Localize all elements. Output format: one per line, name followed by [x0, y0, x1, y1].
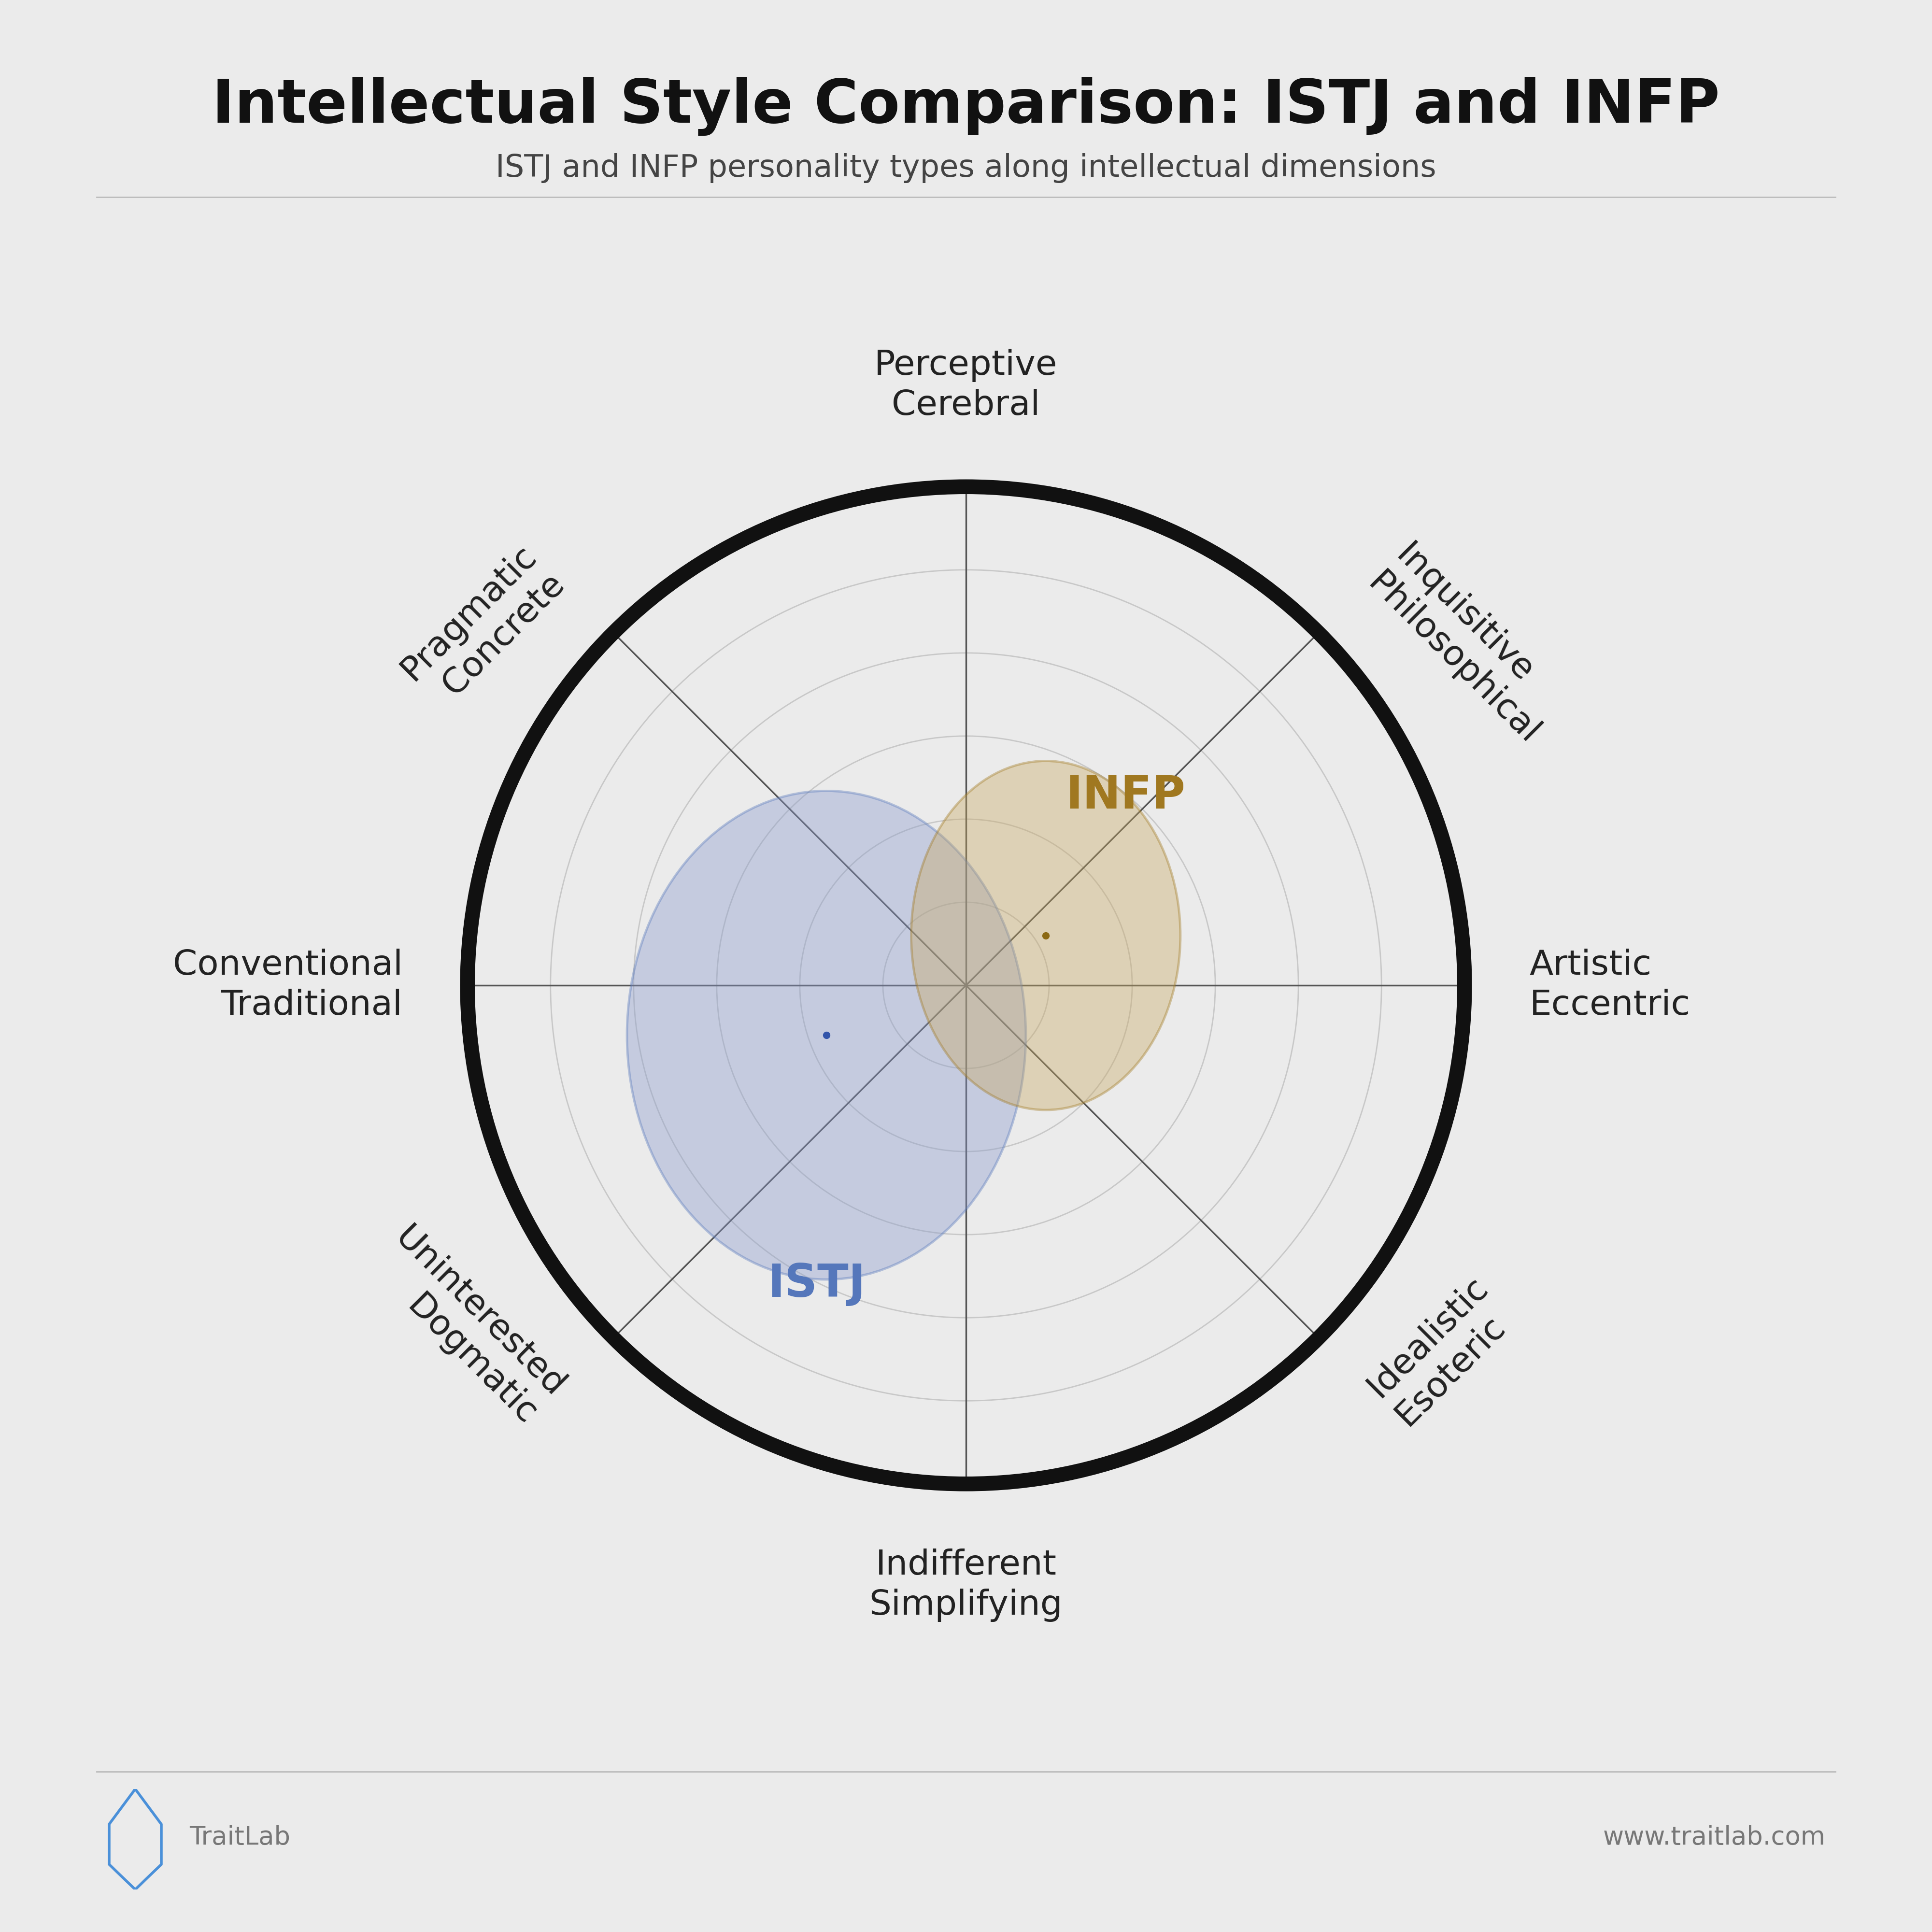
- Text: Uninterested
Dogmatic: Uninterested Dogmatic: [359, 1221, 572, 1432]
- Text: INFP: INFP: [1066, 773, 1186, 817]
- Text: Idealistic
Esoteric: Idealistic Esoteric: [1360, 1271, 1522, 1432]
- Text: Inquisitive
Philosophical: Inquisitive Philosophical: [1360, 539, 1573, 752]
- Text: Artistic
Eccentric: Artistic Eccentric: [1530, 949, 1690, 1022]
- Ellipse shape: [628, 790, 1026, 1279]
- Ellipse shape: [912, 761, 1180, 1111]
- Text: Indifferent
Simplifying: Indifferent Simplifying: [869, 1549, 1063, 1621]
- Text: TraitLab: TraitLab: [189, 1824, 290, 1851]
- Text: ISTJ: ISTJ: [767, 1262, 866, 1306]
- Text: ISTJ and INFP personality types along intellectual dimensions: ISTJ and INFP personality types along in…: [497, 153, 1435, 184]
- Text: Perceptive
Cerebral: Perceptive Cerebral: [875, 350, 1057, 421]
- Text: Intellectual Style Comparison: ISTJ and INFP: Intellectual Style Comparison: ISTJ and …: [213, 77, 1719, 135]
- Text: Pragmatic
Concrete: Pragmatic Concrete: [394, 539, 572, 715]
- Text: Conventional
Traditional: Conventional Traditional: [172, 949, 402, 1022]
- Text: www.traitlab.com: www.traitlab.com: [1604, 1824, 1826, 1851]
